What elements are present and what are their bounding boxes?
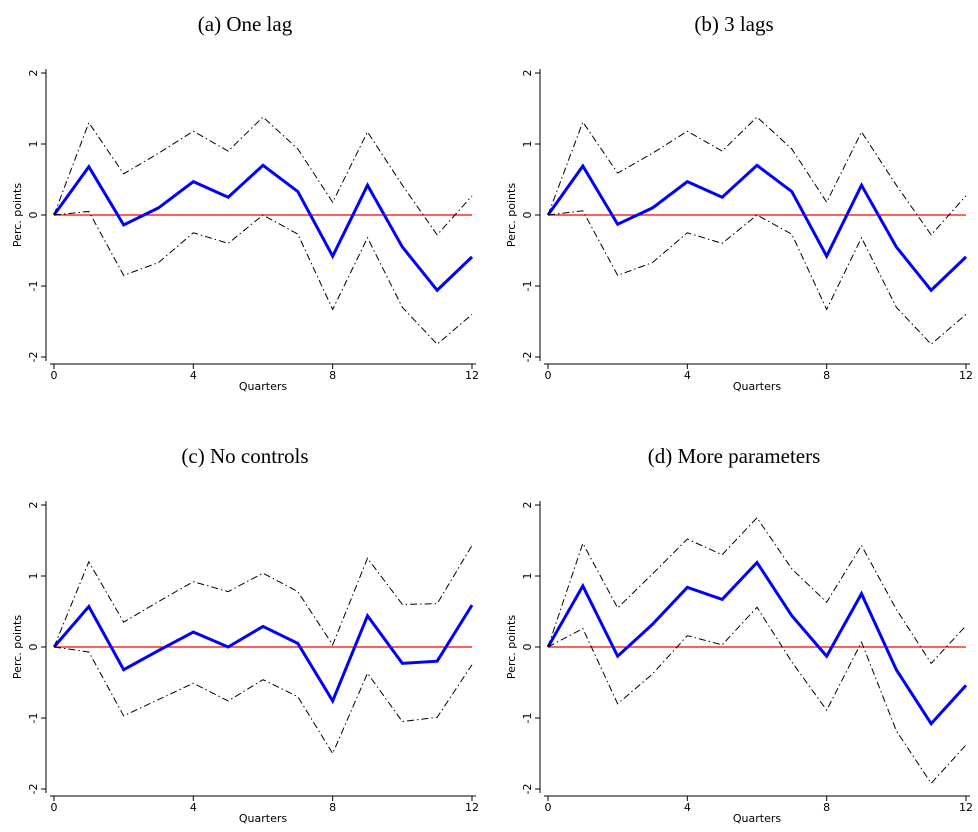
- y-tick-label: 0: [521, 212, 534, 219]
- y-tick-label: 1: [27, 573, 40, 580]
- x-tick-label: 0: [51, 369, 58, 382]
- x-tick-label: 4: [190, 801, 197, 814]
- y-tick-label: 0: [521, 644, 534, 651]
- x-tick-label: 0: [51, 801, 58, 814]
- y-axis-label: Perc. points: [11, 183, 24, 247]
- y-tick-label: -2: [27, 784, 40, 795]
- y-tick-label: -1: [521, 713, 534, 724]
- panel-title: (d) More parameters: [648, 444, 821, 468]
- band-line: [53, 116, 473, 236]
- x-tick-label: 8: [823, 369, 830, 382]
- y-tick-label: 2: [521, 502, 534, 509]
- y-axis-label: Perc. points: [11, 615, 24, 679]
- x-tick-label: 4: [190, 369, 197, 382]
- y-tick-label: -1: [27, 281, 40, 292]
- y-tick-label: 1: [521, 573, 534, 580]
- panel-title: (b) 3 lags: [694, 12, 773, 36]
- panel-title: (c) No controls: [181, 444, 308, 468]
- y-tick-label: 2: [27, 502, 40, 509]
- y-tick-label: -2: [521, 784, 534, 795]
- y-tick-label: 0: [27, 644, 40, 651]
- y-tick-label: -1: [27, 713, 40, 724]
- band-line: [53, 646, 473, 755]
- band-line: [547, 210, 967, 345]
- y-tick-label: -1: [521, 281, 534, 292]
- x-axis-label: Quarters: [733, 812, 781, 825]
- x-tick-label: 0: [545, 801, 552, 814]
- x-tick-label: 0: [545, 369, 552, 382]
- band-line: [53, 545, 473, 648]
- band-line: [547, 116, 967, 236]
- y-tick-label: 1: [27, 141, 40, 148]
- y-tick-label: -2: [27, 352, 40, 363]
- estimate-line: [52, 603, 474, 705]
- y-tick-label: -2: [521, 352, 534, 363]
- x-tick-label: 4: [684, 801, 691, 814]
- y-axis-label: Perc. points: [505, 183, 518, 247]
- y-tick-label: 2: [27, 70, 40, 77]
- x-tick-label: 8: [329, 801, 336, 814]
- estimate-line: [546, 163, 968, 293]
- x-axis-label: Quarters: [239, 380, 287, 393]
- x-tick-label: 8: [823, 801, 830, 814]
- x-tick-label: 8: [329, 369, 336, 382]
- estimate-line: [52, 163, 474, 293]
- x-tick-label: 12: [465, 801, 479, 814]
- panel-title: (a) One lag: [198, 12, 293, 36]
- x-tick-label: 4: [684, 369, 691, 382]
- band-line: [547, 606, 967, 785]
- x-axis-label: Quarters: [239, 812, 287, 825]
- estimate-line: [546, 560, 968, 727]
- x-axis-label: Quarters: [733, 380, 781, 393]
- x-tick-label: 12: [959, 801, 973, 814]
- band-line: [53, 210, 473, 345]
- y-tick-label: 1: [521, 141, 534, 148]
- y-axis-label: Perc. points: [505, 615, 518, 679]
- band-line: [547, 516, 967, 665]
- x-tick-label: 12: [959, 369, 973, 382]
- y-tick-label: 2: [521, 70, 534, 77]
- y-tick-label: 0: [27, 212, 40, 219]
- x-tick-label: 12: [465, 369, 479, 382]
